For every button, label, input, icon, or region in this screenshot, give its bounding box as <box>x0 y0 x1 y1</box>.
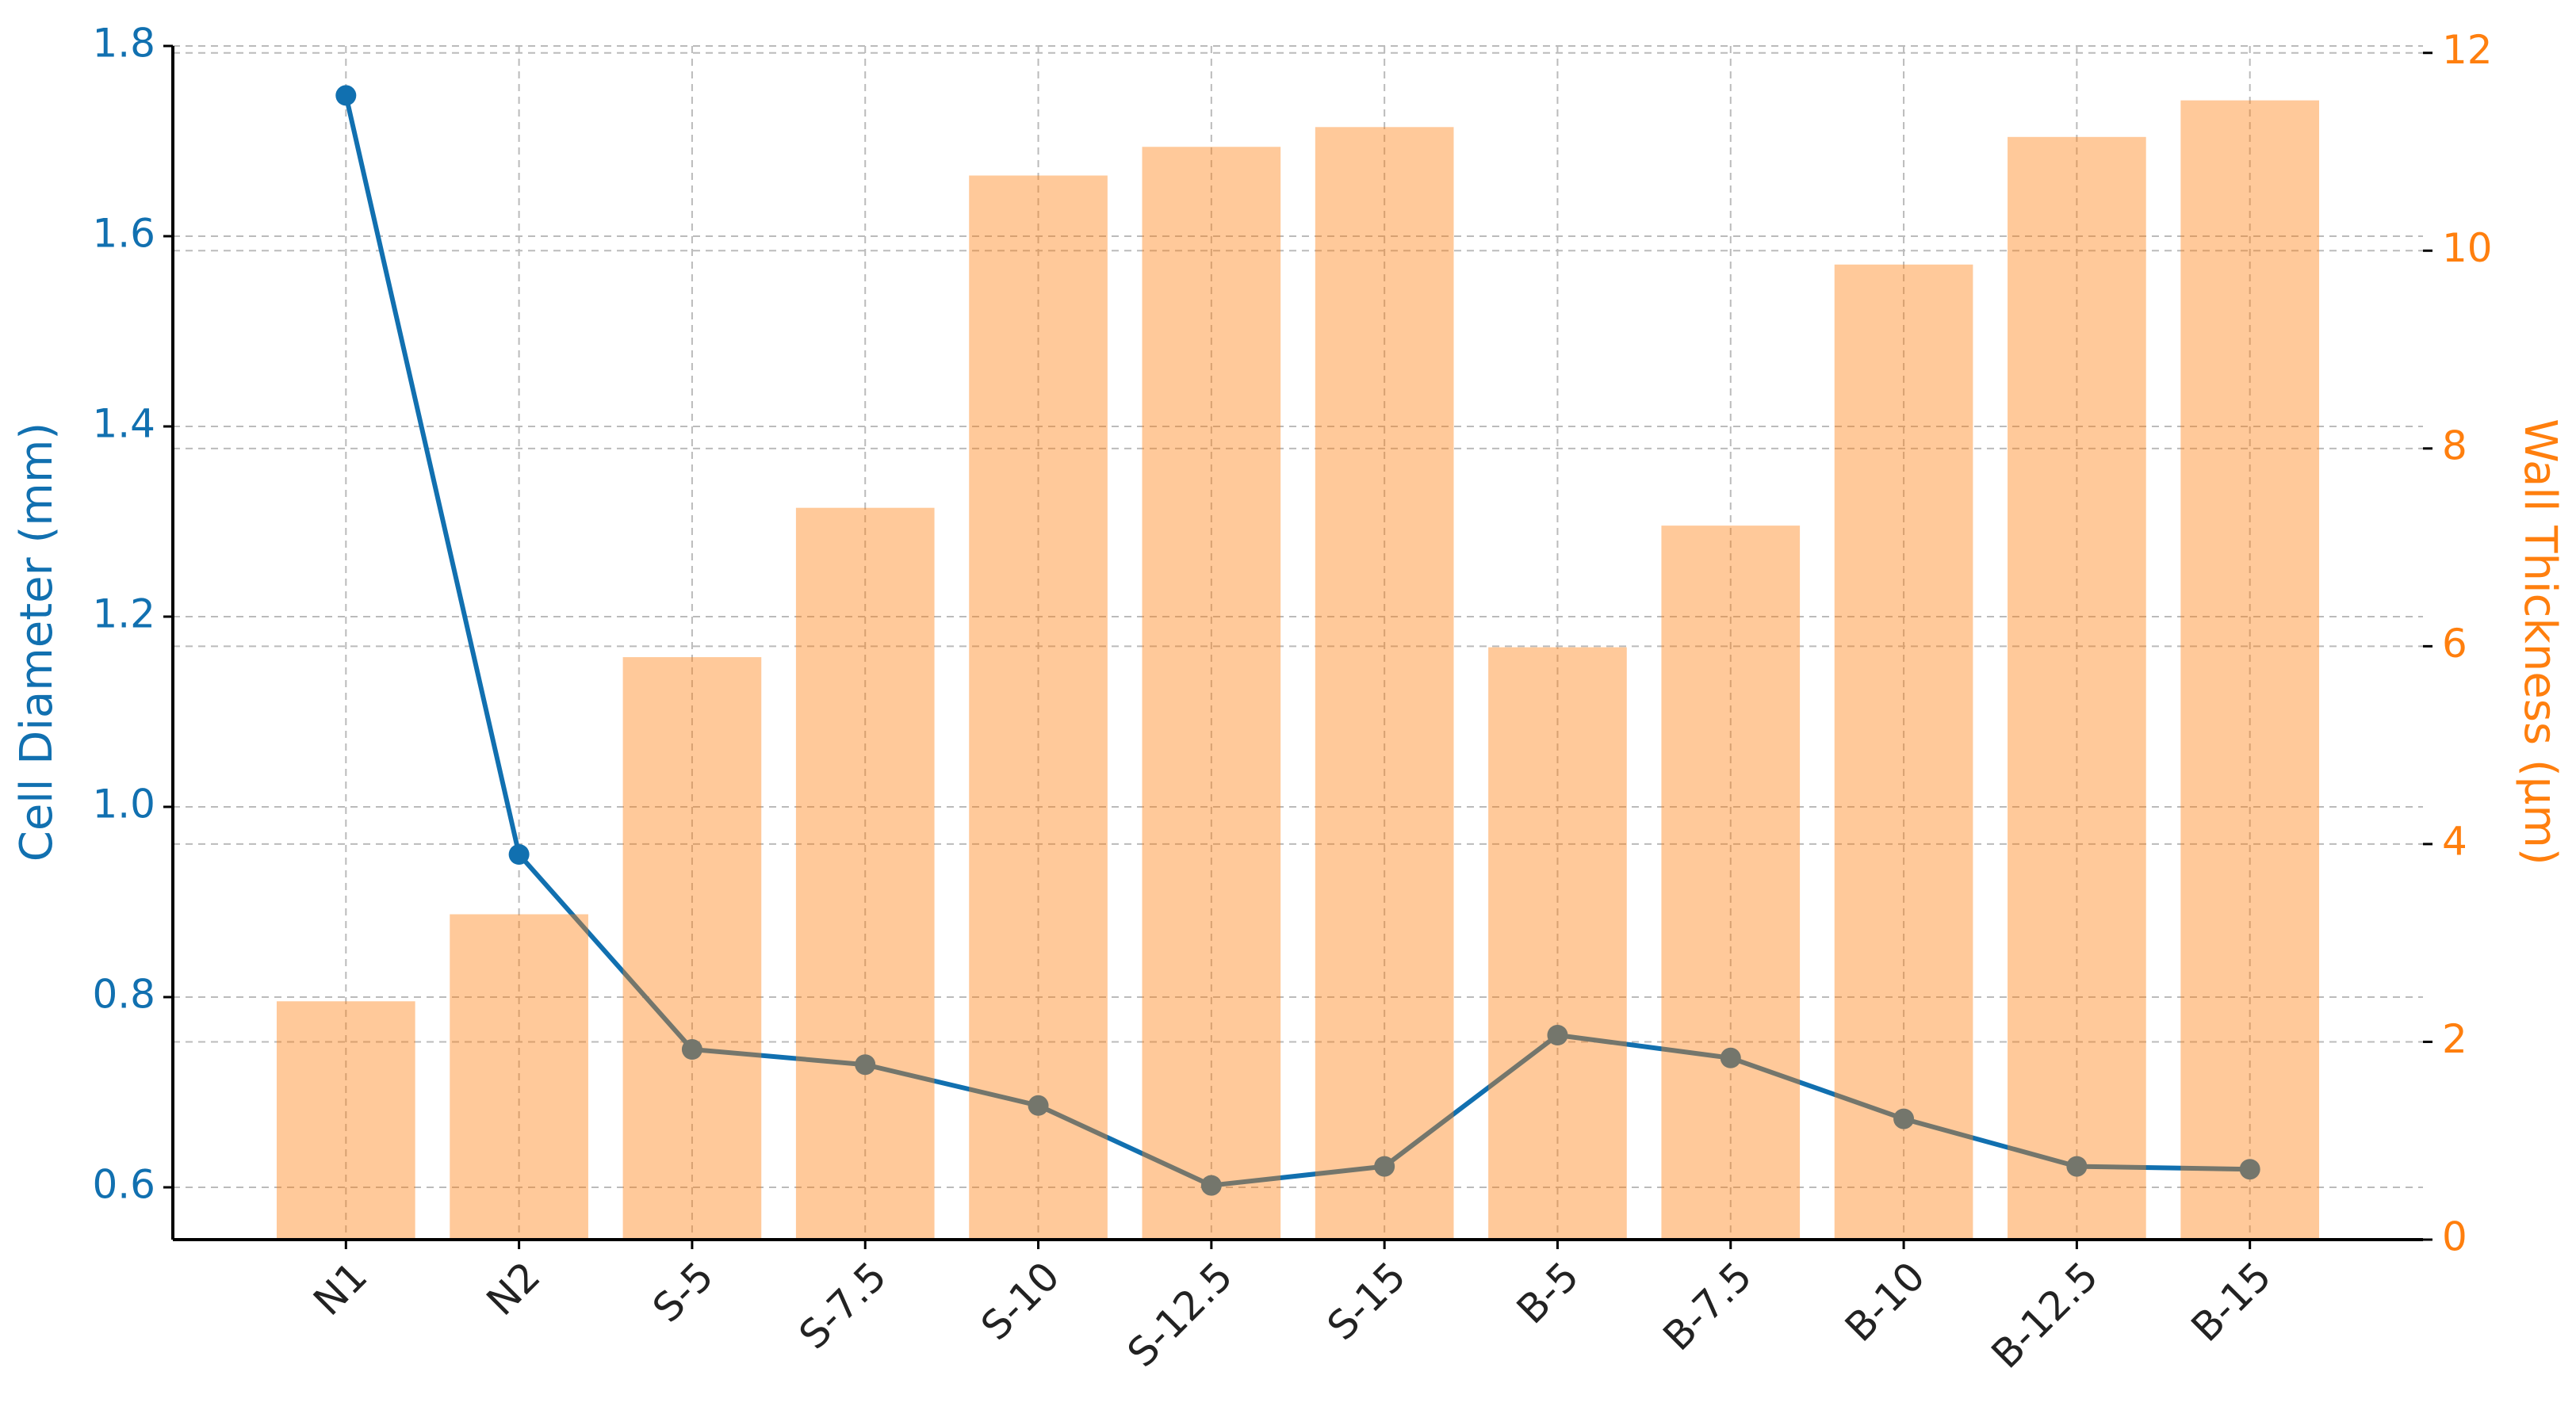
x-tick-label: S-5 <box>644 1253 722 1332</box>
point <box>335 85 357 106</box>
x-tick-label: B-15 <box>2183 1253 2280 1351</box>
point <box>1547 1025 1568 1045</box>
x-tick-label: S-10 <box>972 1253 1068 1349</box>
point <box>1893 1108 1915 1129</box>
bar <box>2180 100 2320 1240</box>
y2-tick-label: 2 <box>2442 1016 2467 1062</box>
point <box>681 1039 702 1060</box>
y2-tick-label: 6 <box>2442 621 2467 667</box>
bar <box>276 1001 415 1240</box>
point <box>855 1054 876 1076</box>
x-tick-label: N2 <box>478 1253 549 1324</box>
bar <box>450 914 588 1240</box>
y-axis-label: Cell Diameter (mm) <box>11 422 63 862</box>
y-tick-label: 1.6 <box>92 211 155 257</box>
y-tick-label: 0.6 <box>92 1162 155 1208</box>
y2-tick-label: 12 <box>2442 27 2493 73</box>
bar <box>1488 647 1627 1240</box>
bar <box>1661 525 1801 1240</box>
y-tick-label: 1.4 <box>92 401 155 447</box>
bar <box>2008 136 2146 1240</box>
bar <box>622 657 762 1240</box>
x-tick-label: B-10 <box>1836 1253 1934 1351</box>
y2-tick-label: 10 <box>2442 225 2493 271</box>
y2-axis-label: Wall Thickness (µm) <box>2514 418 2566 865</box>
point <box>1028 1095 1049 1116</box>
point <box>1720 1047 1741 1068</box>
point <box>2239 1159 2260 1180</box>
bar <box>969 175 1108 1240</box>
x-tick-label: B-5 <box>1508 1253 1588 1333</box>
y-tick-label: 0.8 <box>92 972 155 1018</box>
x-tick-label: B-7.5 <box>1655 1253 1761 1359</box>
x-tick-label: S-12.5 <box>1119 1253 1242 1376</box>
y-tick-label: 1.2 <box>92 591 155 637</box>
y-tick-label: 1.0 <box>92 782 155 827</box>
y2-tick-label: 4 <box>2442 818 2467 864</box>
point <box>2066 1156 2088 1177</box>
bar <box>1142 147 1281 1240</box>
x-tick-label: S-7.5 <box>790 1253 895 1358</box>
line <box>343 94 2250 1188</box>
y2-tick-label: 0 <box>2442 1214 2467 1260</box>
y2-tick-label: 8 <box>2442 422 2467 468</box>
point <box>1374 1156 1395 1177</box>
point <box>1200 1175 1222 1196</box>
point <box>508 844 530 865</box>
x-tick-label: N1 <box>304 1253 376 1324</box>
bar <box>795 507 935 1240</box>
x-tick-label: S-15 <box>1319 1253 1414 1349</box>
bar <box>1834 264 1973 1240</box>
x-tick-label: B-12.5 <box>1983 1253 2107 1378</box>
bar <box>1315 127 1454 1240</box>
y-tick-label: 1.8 <box>92 21 155 67</box>
